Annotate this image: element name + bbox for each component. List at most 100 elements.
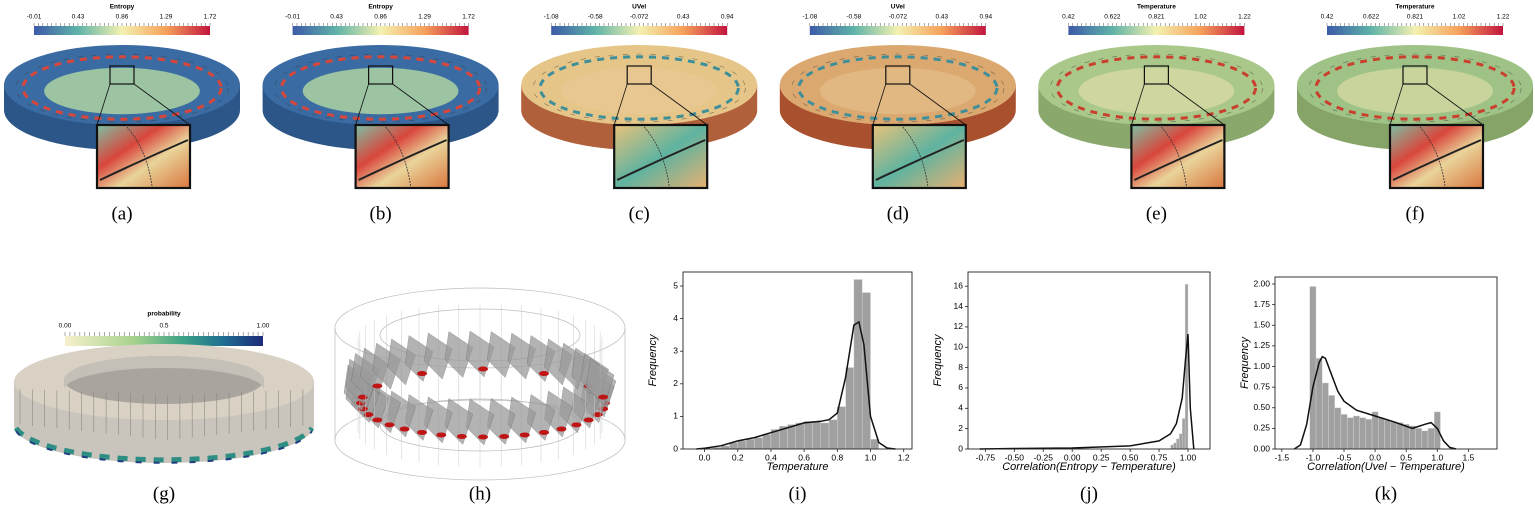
zoom-line bbox=[1131, 83, 1145, 126]
caption: (h) bbox=[469, 483, 491, 504]
histogram-bar bbox=[820, 422, 830, 450]
histogram-bar bbox=[1176, 438, 1180, 450]
zoom-box bbox=[1143, 65, 1170, 85]
y-tick-label: 6 bbox=[958, 382, 963, 392]
red-region bbox=[436, 432, 447, 438]
blade-edge bbox=[902, 126, 929, 187]
zoom-inset bbox=[1130, 123, 1226, 190]
x-tick-label: 1.0 bbox=[865, 452, 877, 462]
zoom-line bbox=[872, 83, 887, 126]
caption: (k) bbox=[1375, 483, 1397, 504]
y-tick-label: 0.75 bbox=[1253, 381, 1270, 391]
colorbar bbox=[551, 26, 728, 35]
histogram-chart: -1.5 -1.0 -0.5 0.0 0.5 1.0 1.5 0.00 0.25 0.50 0.75… bbox=[1239, 276, 1498, 504]
histogram-bar bbox=[837, 406, 846, 450]
histogram-bar bbox=[1409, 425, 1416, 450]
kde-line bbox=[696, 320, 896, 450]
blade-lines bbox=[1049, 53, 1263, 123]
histogram-bar bbox=[762, 434, 772, 450]
histogram-bar bbox=[812, 421, 821, 450]
blade-edge bbox=[1419, 126, 1446, 187]
x-tick-label: 0.6 bbox=[798, 452, 810, 462]
histogram-bar bbox=[1170, 444, 1174, 450]
blade-lines bbox=[791, 53, 1005, 123]
y-tick-label: 1.75 bbox=[1253, 299, 1270, 309]
blade-lines bbox=[15, 53, 229, 123]
histogram-bar bbox=[1415, 428, 1422, 450]
zoom-inset bbox=[95, 123, 192, 190]
histogram-bar bbox=[795, 422, 805, 450]
zoom-line bbox=[613, 83, 628, 126]
axes-frame bbox=[1274, 276, 1498, 450]
histogram-bar bbox=[1353, 415, 1360, 450]
y-tick-label: 0.50 bbox=[1253, 402, 1270, 412]
histogram-bar bbox=[1365, 419, 1373, 450]
caption: (e) bbox=[1146, 203, 1167, 224]
x-tick-label: 1.0 bbox=[1431, 452, 1443, 462]
red-region bbox=[556, 426, 567, 432]
colorbar bbox=[809, 26, 986, 35]
colorbar-tick-label: 1.22 bbox=[1238, 14, 1251, 21]
histogram-bar bbox=[1402, 424, 1410, 450]
blade-edge bbox=[1133, 139, 1223, 181]
wireframe-panel: (h) bbox=[334, 287, 626, 504]
y-tick-label: 8 bbox=[958, 362, 963, 372]
zoom-line bbox=[96, 83, 111, 126]
red-region bbox=[499, 433, 510, 439]
blade-lines bbox=[1308, 53, 1522, 123]
colorbar-tick-label: 1.00 bbox=[257, 323, 270, 330]
y-tick-label: 10 bbox=[954, 342, 964, 352]
histogram-bar bbox=[737, 440, 747, 450]
colorbar-title: Entropy bbox=[368, 4, 393, 11]
colorbar-tick-label: 0.43 bbox=[330, 14, 343, 21]
histogram-bar bbox=[1182, 418, 1186, 450]
zoom-box bbox=[109, 65, 135, 85]
y-tick-label: 1 bbox=[673, 411, 678, 421]
y-tick-label: 0 bbox=[673, 443, 678, 453]
colorbar-tick-label: 0.622 bbox=[1363, 14, 1380, 21]
red-region bbox=[456, 433, 467, 439]
y-tick-label: 1.50 bbox=[1253, 320, 1270, 330]
colorbar-tick-label: -0.01 bbox=[285, 14, 300, 21]
histogram-chart: 0.0 0.2 0.4 0.6 0.8 1.0 1.2 0 1 2 3 4 5 Temperature Fr… bbox=[647, 271, 913, 504]
blade-edge bbox=[1161, 126, 1187, 187]
zoom-box bbox=[626, 65, 652, 85]
caption: (b) bbox=[370, 203, 392, 224]
colorbar-title: Entropy bbox=[110, 4, 135, 11]
x-tick-label: -0.25 bbox=[1034, 452, 1054, 462]
x-tick-label: 1.00 bbox=[1180, 452, 1197, 462]
colorbar-tick-label: 0.42 bbox=[1321, 14, 1334, 21]
y-tick-label: 3 bbox=[673, 345, 678, 355]
red-region bbox=[571, 422, 582, 428]
histogram-bar bbox=[1433, 411, 1441, 450]
colorbar-tick-label: -0.58 bbox=[588, 14, 603, 21]
colorbar-tick-label: 1.29 bbox=[418, 14, 431, 21]
histogram-bar bbox=[853, 279, 863, 450]
blade bbox=[444, 331, 474, 378]
y-tick-label: 14 bbox=[954, 301, 964, 311]
zoom-line bbox=[1168, 83, 1225, 126]
kde-line bbox=[1293, 355, 1457, 450]
blade bbox=[404, 335, 434, 382]
colorbar-tick-label: 1.72 bbox=[204, 14, 217, 21]
colorbar-tick-label: 0.821 bbox=[1407, 14, 1424, 21]
colorbar-title: Temperature bbox=[1396, 4, 1435, 11]
red-region bbox=[478, 434, 488, 440]
red-region bbox=[417, 371, 427, 377]
x-tick-label: 0.75 bbox=[1151, 452, 1168, 462]
histogram-bar bbox=[1396, 422, 1404, 450]
kde-line bbox=[979, 334, 1195, 450]
caption: (g) bbox=[153, 483, 175, 504]
colorbar-tick-label: 0.42 bbox=[1062, 14, 1075, 21]
zoom-line bbox=[355, 83, 369, 126]
ring-hole bbox=[1337, 67, 1493, 115]
x-tick-label: -0.50 bbox=[1005, 452, 1025, 462]
histogram-bar bbox=[1384, 419, 1391, 450]
colorbar-tick-label: -0.01 bbox=[27, 14, 42, 21]
render-panel: UVel -1.08 -0.58 -0.072 0.43 0.94 (c) bbox=[521, 4, 758, 224]
histogram-bar bbox=[745, 439, 755, 450]
colorbar-tick-label: 0.43 bbox=[72, 14, 85, 21]
x-tick-label: 0.0 bbox=[1369, 452, 1381, 462]
blade-edge bbox=[385, 126, 411, 187]
x-tick-label: -1.5 bbox=[1275, 452, 1290, 462]
